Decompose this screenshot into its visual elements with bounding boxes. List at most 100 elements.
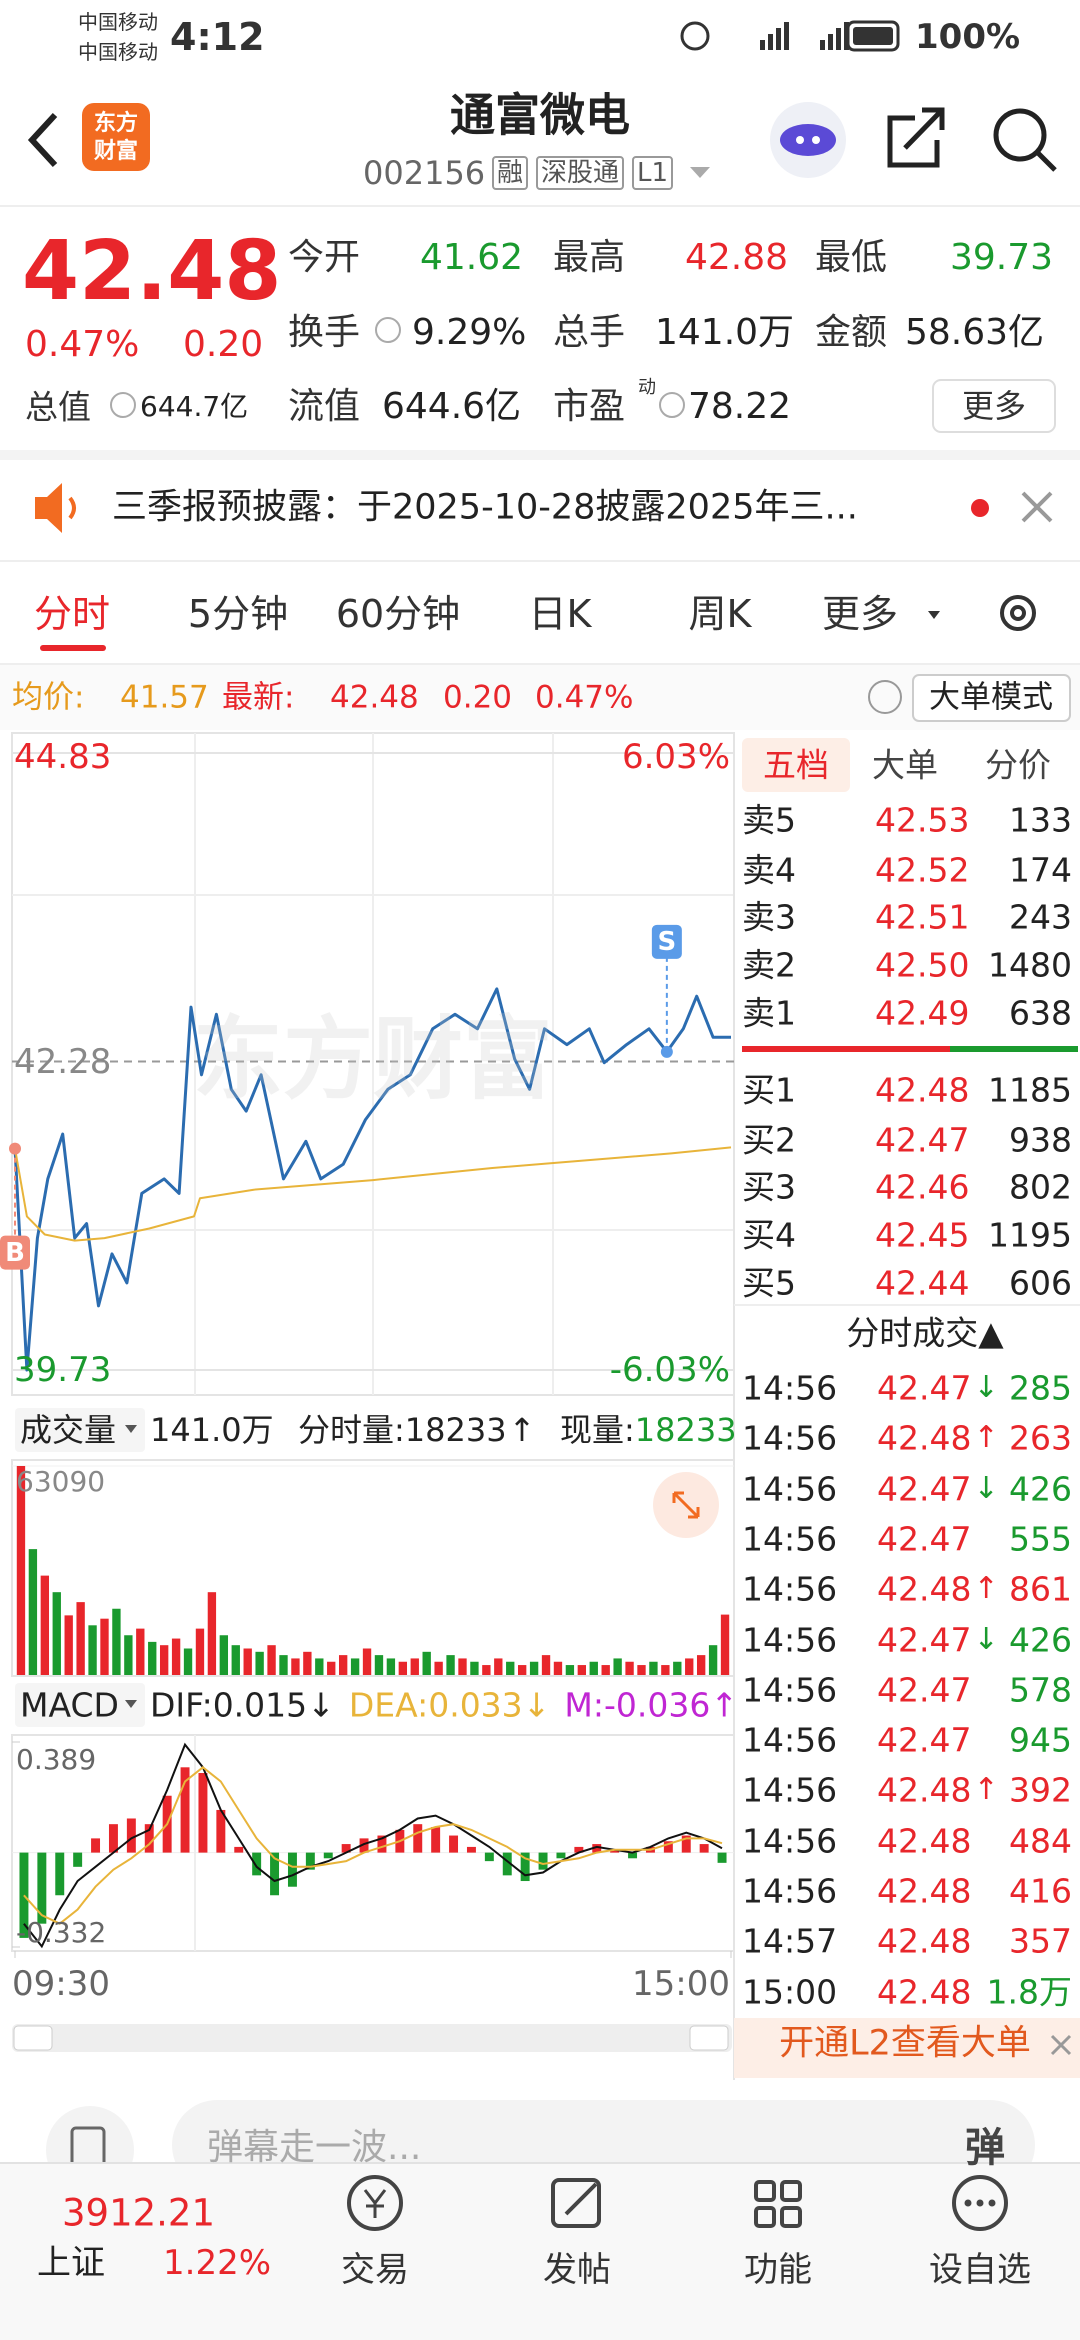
nav-item[interactable]: 功能 xyxy=(744,2250,812,2290)
macd-bar xyxy=(466,1846,476,1853)
volume-bar xyxy=(673,1661,682,1675)
book-label: 卖2 xyxy=(742,945,796,985)
volume-bar xyxy=(446,1655,455,1675)
volume-bar xyxy=(52,1592,61,1675)
macd-bar xyxy=(144,1824,154,1853)
trade-time: 14:56 xyxy=(742,1620,838,1659)
book-label: 买5 xyxy=(742,1263,796,1303)
field-label: 最高 xyxy=(553,237,626,278)
nav-item[interactable]: 交易 xyxy=(341,2250,409,2290)
macd-bar xyxy=(270,1852,280,1896)
trade-marker xyxy=(660,1045,673,1058)
field-sup: 动 xyxy=(638,377,656,398)
x-tick-label: 09:30 xyxy=(12,1964,110,2004)
field-value: 78.22 xyxy=(688,386,792,427)
book-price: 42.50 xyxy=(875,945,970,985)
volume-bar xyxy=(517,1665,527,1675)
period-tab[interactable]: 周K xyxy=(688,592,752,636)
trade-price: 42.48 xyxy=(877,1569,972,1609)
trade-time: 14:56 xyxy=(742,1418,838,1458)
trade-marker xyxy=(9,1142,21,1155)
latest-change: 0.20 xyxy=(443,679,513,716)
macd-bar xyxy=(413,1824,423,1853)
minute-vol-label: 分时量: xyxy=(298,1411,405,1449)
trade-vol: 263 xyxy=(1009,1418,1072,1458)
period-tab[interactable]: 日K xyxy=(528,592,592,636)
volume-bar xyxy=(88,1625,97,1675)
volume-bar xyxy=(338,1655,348,1675)
index-value: 3912.21 xyxy=(62,2191,216,2235)
logo-text: 东方 xyxy=(93,111,139,136)
latest-value: 42.48 xyxy=(330,679,419,716)
danmaku-button[interactable]: 弹 xyxy=(965,2125,1005,2171)
book-tab[interactable]: 大单 xyxy=(872,745,938,785)
field-label: 总手 xyxy=(553,312,626,353)
macd-m: M: xyxy=(564,1685,604,1725)
macd-bar xyxy=(359,1838,369,1853)
period-tab[interactable]: 更多 xyxy=(821,592,899,636)
volume-bar xyxy=(577,1665,587,1675)
mode-button[interactable]: 大单模式 xyxy=(929,679,1053,716)
macd-m: -0.036 xyxy=(603,1685,711,1725)
stock-tag: L1 xyxy=(632,156,674,190)
battery: 100% xyxy=(915,17,1021,57)
trade-vol: 416 xyxy=(1009,1871,1072,1911)
book-vol: 1195 xyxy=(988,1215,1072,1255)
index-name: 上证 xyxy=(37,2243,105,2283)
macd-dea: 0.033 xyxy=(428,1685,523,1725)
trade-vol: 426 xyxy=(1009,1469,1072,1509)
book-tab[interactable]: 分价 xyxy=(985,745,1051,785)
trade-time: 14:57 xyxy=(742,1921,838,1961)
trade-time: 14:56 xyxy=(742,1670,838,1710)
period-tab[interactable]: 5分钟 xyxy=(187,592,289,636)
danmaku-input[interactable]: 弹幕走一波... xyxy=(207,2127,422,2168)
field-label: 换手 xyxy=(288,312,361,353)
macd-bar xyxy=(663,1841,673,1853)
stock-tag: 深股通 xyxy=(536,156,625,190)
volume-bar xyxy=(303,1651,312,1675)
volume-bar xyxy=(171,1638,181,1675)
volume-bar xyxy=(470,1661,479,1675)
trade-price: 42.47 xyxy=(877,1720,972,1760)
y-tick-label: 63090 xyxy=(16,1465,106,1498)
nav-item[interactable]: 设自选 xyxy=(929,2250,1031,2290)
field-label: 今开 xyxy=(288,237,361,278)
macd-bar xyxy=(126,1818,136,1853)
volume-bar xyxy=(362,1648,372,1675)
macd-dea-line xyxy=(23,1766,723,1925)
volume-bar xyxy=(434,1661,443,1675)
l2-banner[interactable]: 开通L2查看大单 xyxy=(779,2023,1031,2064)
book-label: 卖4 xyxy=(742,850,796,890)
y-tick-label: 44.83 xyxy=(14,737,112,777)
last-price: 42.48 xyxy=(22,224,282,319)
field-value: 39.73 xyxy=(950,237,1054,278)
trade-vol: 484 xyxy=(1009,1821,1072,1861)
trade-price: 42.47 xyxy=(877,1670,972,1710)
macd-bar xyxy=(592,1844,602,1853)
period-tab[interactable]: 分时 xyxy=(33,592,111,636)
macd-bar xyxy=(198,1772,208,1853)
nav-item[interactable]: 发帖 xyxy=(543,2250,611,2290)
book-tab[interactable]: 五档 xyxy=(763,745,829,785)
period-tab[interactable]: 60分钟 xyxy=(335,592,461,636)
volume-bar xyxy=(422,1651,431,1675)
book-label: 卖5 xyxy=(742,800,796,840)
macd-bar xyxy=(234,1846,244,1853)
volume-bar xyxy=(315,1658,324,1675)
book-price: 42.51 xyxy=(875,897,970,937)
change: 0.20 xyxy=(183,324,264,365)
volume-bar xyxy=(231,1645,240,1675)
more-button[interactable]: 更多 xyxy=(961,387,1027,425)
macd-dif-line xyxy=(23,1742,723,1949)
volume-bar xyxy=(327,1661,336,1675)
macd-bar xyxy=(91,1838,101,1853)
trade-time: 14:56 xyxy=(742,1469,838,1509)
book-vol: 802 xyxy=(1009,1167,1072,1207)
volume-bar xyxy=(506,1661,515,1675)
volume-bar xyxy=(661,1665,670,1675)
volume-bar xyxy=(565,1665,575,1675)
field-value: 141.0万 xyxy=(655,312,795,353)
book-price: 42.45 xyxy=(875,1215,970,1255)
